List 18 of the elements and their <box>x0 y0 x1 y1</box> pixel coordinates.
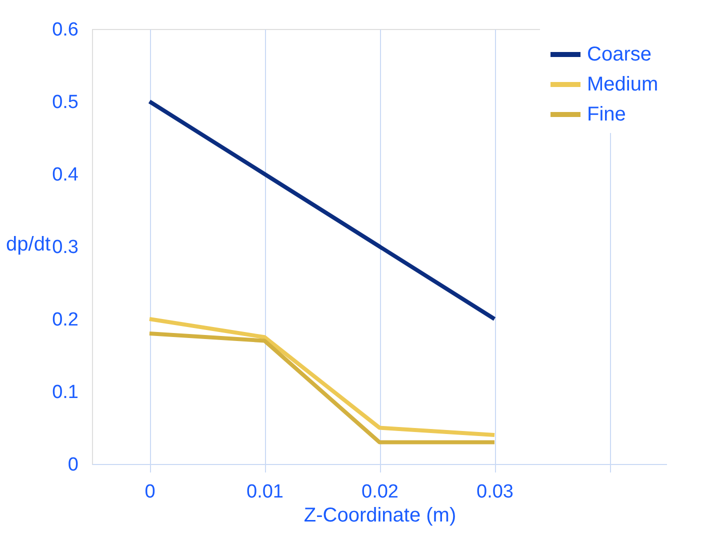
y-tick-label: 0.2 <box>52 310 78 330</box>
legend-label: Fine <box>587 104 626 126</box>
y-tick-label: 0.6 <box>52 20 78 40</box>
legend-label: Coarse <box>587 44 652 66</box>
x-tick-label: 0 <box>144 482 156 502</box>
x-tick-label: 0.01 <box>246 482 284 502</box>
line-series <box>148 100 496 321</box>
y-tick-label: 0 <box>68 454 78 476</box>
y-tick-label: 0.3 <box>52 237 78 258</box>
y-tick-label: 0.1 <box>52 382 78 403</box>
x-tick-label: 0.02 <box>362 482 398 502</box>
x-tick-label: 0.03 <box>476 482 514 502</box>
x-axis-title: Z-Coordinate (m) <box>304 504 456 526</box>
y-axis-title: dp/dt <box>6 234 51 256</box>
y-tick-label: 0.4 <box>52 164 79 186</box>
y-tick-label: 0.5 <box>52 92 78 113</box>
line-series <box>148 317 496 437</box>
legend-label: Medium <box>587 74 658 96</box>
